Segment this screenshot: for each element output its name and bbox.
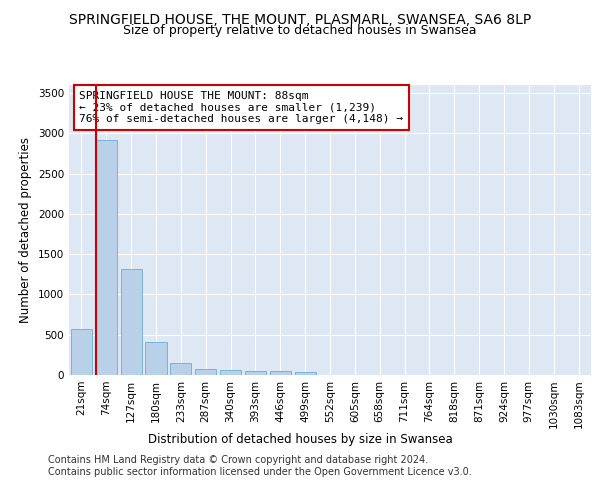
Bar [170,363,191,375]
Bar [245,370,266,375]
Bar [145,342,167,375]
Text: SPRINGFIELD HOUSE, THE MOUNT, PLASMARL, SWANSEA, SA6 8LP: SPRINGFIELD HOUSE, THE MOUNT, PLASMARL, … [69,12,531,26]
Text: Distribution of detached houses by size in Swansea: Distribution of detached houses by size … [148,432,452,446]
Bar [295,372,316,375]
Text: SPRINGFIELD HOUSE THE MOUNT: 88sqm
← 23% of detached houses are smaller (1,239)
: SPRINGFIELD HOUSE THE MOUNT: 88sqm ← 23%… [79,91,403,124]
Text: Contains HM Land Registry data © Crown copyright and database right 2024.
Contai: Contains HM Land Registry data © Crown c… [48,455,472,476]
Bar [71,328,92,375]
Bar [96,140,117,375]
Bar [195,368,216,375]
Y-axis label: Number of detached properties: Number of detached properties [19,137,32,323]
Bar [220,370,241,375]
Text: Size of property relative to detached houses in Swansea: Size of property relative to detached ho… [123,24,477,37]
Bar [121,270,142,375]
Bar [270,372,291,375]
